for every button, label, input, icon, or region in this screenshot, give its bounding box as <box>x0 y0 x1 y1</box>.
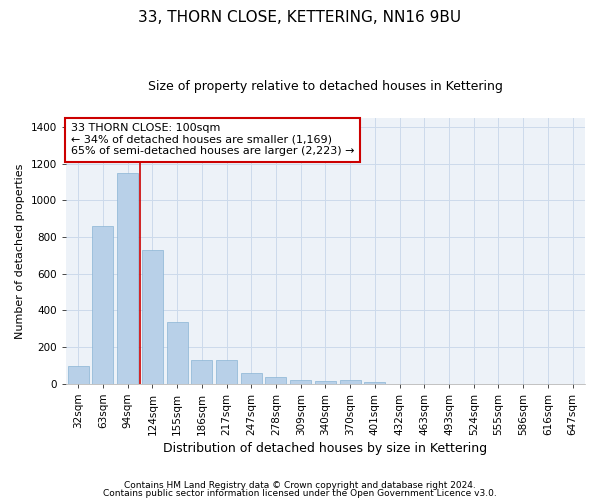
Text: 33 THORN CLOSE: 100sqm
← 34% of detached houses are smaller (1,169)
65% of semi-: 33 THORN CLOSE: 100sqm ← 34% of detached… <box>71 123 355 156</box>
Bar <box>117 173 138 384</box>
Bar <box>191 360 212 384</box>
Bar <box>68 366 89 384</box>
Bar <box>364 382 385 384</box>
Bar <box>167 322 188 384</box>
Text: 33, THORN CLOSE, KETTERING, NN16 9BU: 33, THORN CLOSE, KETTERING, NN16 9BU <box>139 10 461 25</box>
Bar <box>265 378 286 384</box>
Bar <box>290 380 311 384</box>
Bar <box>315 381 336 384</box>
Bar <box>241 373 262 384</box>
Bar <box>92 226 113 384</box>
Title: Size of property relative to detached houses in Kettering: Size of property relative to detached ho… <box>148 80 503 93</box>
Bar <box>216 360 237 384</box>
Y-axis label: Number of detached properties: Number of detached properties <box>15 163 25 338</box>
Bar <box>340 380 361 384</box>
Text: Contains HM Land Registry data © Crown copyright and database right 2024.: Contains HM Land Registry data © Crown c… <box>124 481 476 490</box>
Text: Contains public sector information licensed under the Open Government Licence v3: Contains public sector information licen… <box>103 488 497 498</box>
Bar <box>142 250 163 384</box>
X-axis label: Distribution of detached houses by size in Kettering: Distribution of detached houses by size … <box>163 442 487 455</box>
